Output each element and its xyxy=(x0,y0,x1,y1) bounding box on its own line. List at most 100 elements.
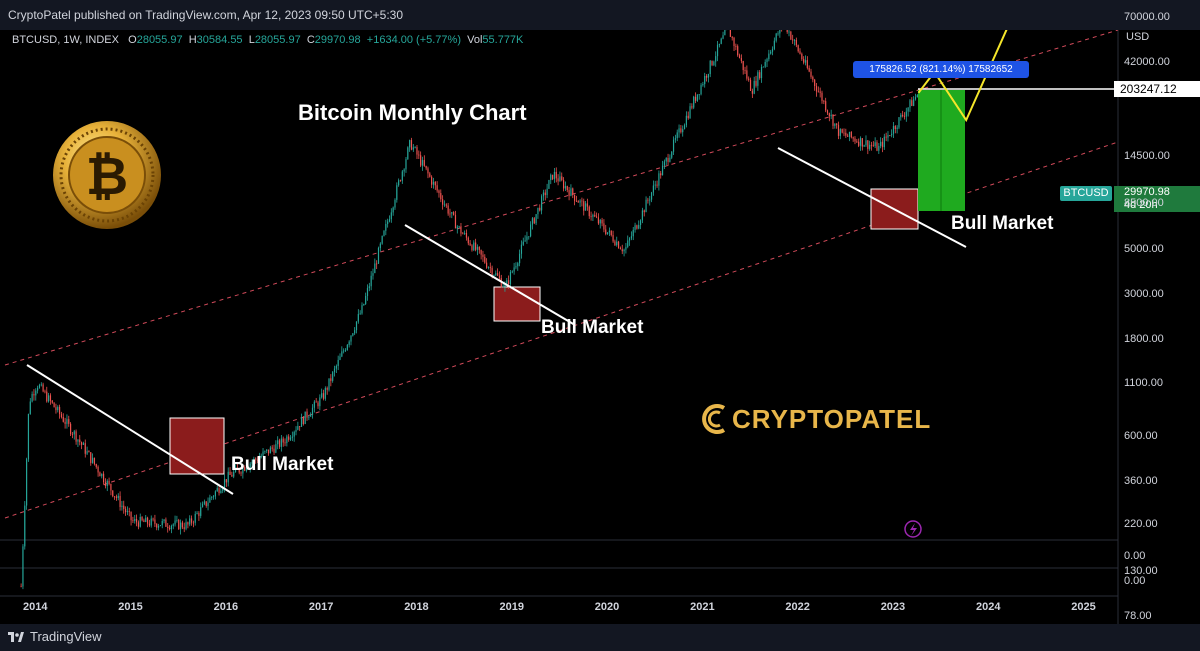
candle-body xyxy=(53,402,55,408)
tradingview-logo-icon xyxy=(8,631,24,642)
candle-body xyxy=(484,256,486,263)
candle-body xyxy=(240,472,242,474)
candle-body xyxy=(693,96,695,108)
candle-body xyxy=(387,221,389,224)
candle-body xyxy=(777,33,779,35)
candle-body xyxy=(531,218,534,225)
candle-body xyxy=(850,131,852,138)
candle-body xyxy=(394,199,396,208)
price-tick-label: 14500.00 xyxy=(1124,149,1170,162)
candle-body xyxy=(167,526,169,528)
candle-body xyxy=(770,51,772,54)
candle-body xyxy=(286,436,288,444)
candle-body xyxy=(396,185,398,200)
candle-body xyxy=(443,204,446,206)
candle-body xyxy=(80,442,83,445)
candle-body xyxy=(876,142,878,151)
candle-body xyxy=(310,414,312,417)
candle-body xyxy=(869,144,871,149)
accumulation-box-2019 xyxy=(493,286,541,322)
candle-body xyxy=(700,85,702,95)
candle-body xyxy=(354,330,356,334)
candle-body xyxy=(826,110,829,114)
candle-body xyxy=(156,523,158,528)
candle-body xyxy=(71,434,74,435)
projection-path xyxy=(917,30,1008,123)
candle-body xyxy=(705,75,708,78)
candle-body xyxy=(124,508,127,513)
candle-body xyxy=(812,76,814,80)
candle-body xyxy=(236,467,238,470)
candle-body xyxy=(102,473,105,483)
chart-title: Bitcoin Monthly Chart xyxy=(298,100,527,125)
candle-body xyxy=(729,30,731,37)
candle-body xyxy=(528,236,530,238)
currency-label: USD xyxy=(1126,31,1150,43)
candle-body xyxy=(856,141,858,143)
candle-body xyxy=(792,39,794,41)
symbol-label: BTCUSD, 1W, INDEX xyxy=(12,34,119,46)
change-value: +1634.00 (+5.77%) xyxy=(366,34,461,46)
candle-body xyxy=(643,210,645,213)
candle-body xyxy=(412,147,414,150)
candle-body xyxy=(638,224,640,229)
candle-body xyxy=(837,124,840,136)
candle-body xyxy=(77,439,79,442)
candle-body xyxy=(830,114,832,117)
candle-body xyxy=(601,219,603,224)
candle-body xyxy=(628,238,631,241)
candle-body xyxy=(623,249,625,252)
candle-body xyxy=(381,235,383,244)
candle-body xyxy=(212,496,215,498)
candle-body xyxy=(557,178,559,182)
candle-body xyxy=(511,271,513,273)
time-tick-label: 2017 xyxy=(308,601,334,613)
event-badge-icon xyxy=(904,520,922,538)
time-tick-label: 2024 xyxy=(976,601,1001,613)
candle-body xyxy=(297,426,299,430)
candle-body xyxy=(410,140,413,150)
candle-body xyxy=(634,225,636,230)
candle-body xyxy=(427,168,429,174)
candle-body xyxy=(95,464,97,467)
candle-body xyxy=(667,158,669,162)
candle-body xyxy=(385,223,387,231)
candle-body xyxy=(715,56,717,62)
candle-body xyxy=(288,436,290,440)
candle-body xyxy=(744,70,746,71)
candle-body xyxy=(898,117,900,128)
candle-body xyxy=(559,176,561,182)
candle-body xyxy=(201,503,204,508)
candle-body xyxy=(271,447,273,449)
candle-body xyxy=(859,138,862,146)
candle-body xyxy=(106,480,108,487)
candle-body xyxy=(388,219,391,222)
price-chart[interactable] xyxy=(0,30,1200,624)
candle-body xyxy=(46,391,48,402)
candle-body xyxy=(324,388,326,399)
candle-body xyxy=(123,505,125,509)
candle-body xyxy=(771,48,774,52)
candle-body xyxy=(790,31,792,40)
candle-body xyxy=(573,194,576,201)
candle-body xyxy=(218,488,220,494)
candle-body xyxy=(462,233,464,235)
candle-body xyxy=(671,151,673,158)
cryptopatel-logo: CRYPTOPATEL xyxy=(700,402,931,436)
tradingview-brand[interactable]: TradingView xyxy=(8,629,102,644)
candle-body xyxy=(357,314,359,322)
candle-body xyxy=(588,206,590,217)
candle-body xyxy=(478,246,480,250)
candle-body xyxy=(90,452,92,463)
candle-body xyxy=(682,129,684,133)
candle-body xyxy=(282,438,284,443)
candle-body xyxy=(366,288,369,297)
candle-body xyxy=(524,240,526,242)
candle-body xyxy=(266,449,268,451)
candle-body xyxy=(368,286,370,289)
candle-body xyxy=(619,248,622,250)
candle-body xyxy=(62,417,64,422)
candle-body xyxy=(322,393,325,399)
candle-body xyxy=(332,372,334,381)
candle-body xyxy=(79,439,81,443)
